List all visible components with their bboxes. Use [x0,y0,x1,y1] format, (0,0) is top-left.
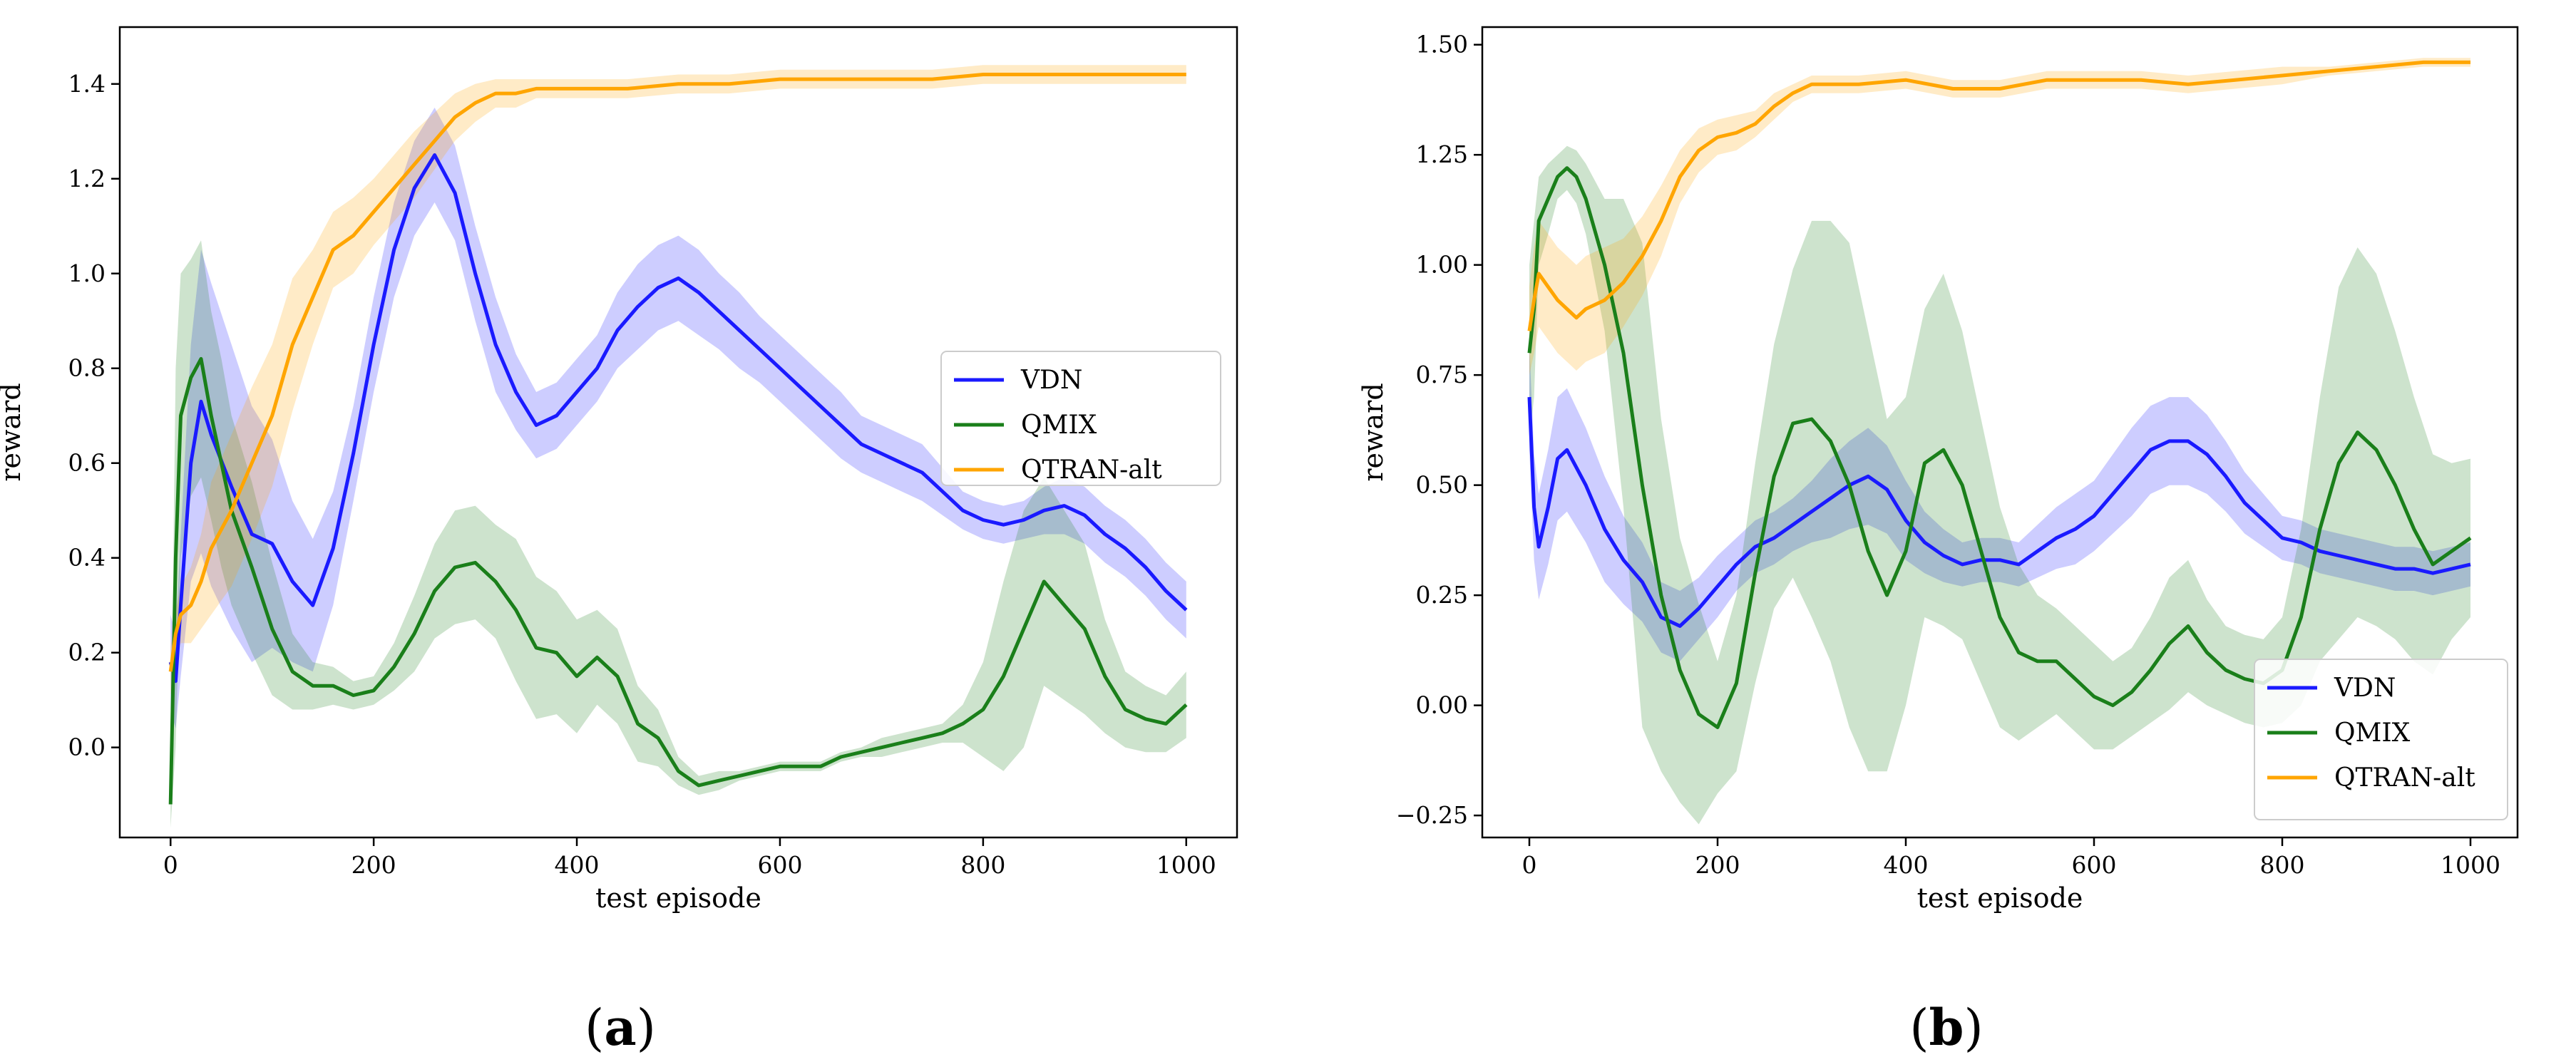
chart-a-ytick-label: 1.0 [68,259,106,287]
chart-a-ytick-label: 0.4 [68,544,106,572]
chart-a-xtick-label: 600 [757,851,802,879]
chart-a-ytick-label: 1.2 [68,165,106,192]
chart-a-xtick-label: 400 [555,851,600,879]
caption-b-open: ( [1909,999,1929,1057]
chart-b-xtick-label: 400 [1884,851,1929,879]
chart-b-xtick-label: 1000 [2441,851,2500,879]
chart-b-line-vdn [1527,396,2471,628]
chart-a-xtick-label: 800 [960,851,1005,879]
chart-b-ytick-label: 1.00 [1416,251,1468,279]
chart-b-xtick-label: 800 [2260,851,2305,879]
chart-b-ytick-label: 1.25 [1416,140,1468,168]
chart-b-line-qtran-alt [1527,60,2470,331]
chart-a-frame [118,26,1238,839]
chart-a-ytick-label: 0.6 [68,449,106,477]
chart-a-xtick-label: 0 [163,851,178,879]
chart-a-line-qmix [168,356,1188,805]
caption-b: (b) [1909,998,1984,1057]
chart-b-xtick-label: 600 [2072,851,2117,879]
chart-panel-b: 0 200 400 600 800 1000 −0.25 0.00 0.25 0.50 0.75 1.… [1358,0,2576,994]
chart-a-legend: VDN QMIX QTRAN-alt [940,351,1221,486]
chart-b-line-qmix [1527,166,2472,729]
chart-a-line-qtran-alt [168,73,1186,672]
chart-a-ytick-label: 1.4 [68,70,106,98]
chart-a: 0 200 400 600 800 1000 0.0 0.2 0.4 0.6 0.8 1.0 1.2 1.… [0,26,1238,914]
chart-b-xtick-label: 200 [1695,851,1740,879]
caption-a-close: ) [636,999,656,1057]
chart-b-ytick-label: 1.50 [1416,31,1468,58]
chart-b-band-qtran-alt [1529,58,2470,376]
chart-b-xtick-label: 0 [1522,851,1537,879]
chart-a-legend-label-qmix: QMIX [1021,411,1097,440]
chart-b-ytick-label: 0.75 [1416,361,1468,388]
chart-a-ytick-label: 0.8 [68,354,106,382]
caption-a-open: ( [585,999,605,1057]
chart-a-legend-box [940,351,1221,486]
chart-a-xtick-label: 1000 [1156,851,1216,879]
caption-a-letter: a [604,998,637,1057]
chart-a-legend-label-vdn: VDN [1020,366,1082,395]
chart-a-xtick-label: 200 [351,851,396,879]
caption-a: (a) [585,998,656,1057]
chart-panel-a: 0 200 400 600 800 1000 0.0 0.2 0.4 0.6 0.8 1.0 1.2 1.… [0,0,1283,994]
chart-b-ytick-label: −0.25 [1396,801,1468,829]
chart-b-ytick-label: 0.50 [1416,471,1468,499]
chart-a-legend-label-qtran-alt: QTRAN-alt [1021,455,1162,485]
chart-b-legend: VDN QMIX QTRAN-alt [2254,659,2508,820]
chart-a-line-vdn [168,153,1188,684]
chart-b: 0 200 400 600 800 1000 −0.25 0.00 0.25 0.50 0.75 1.… [1358,26,2519,914]
chart-b-ytick-label: 0.25 [1416,581,1468,609]
chart-b-legend-label-vdn: VDN [2334,674,2396,703]
caption-b-letter: b [1929,998,1964,1057]
chart-b-legend-box [2254,659,2508,820]
chart-b-xlabel: test episode [1917,882,2083,914]
chart-a-ytick-label: 0.2 [68,639,106,666]
chart-b-legend-label-qtran-alt: QTRAN-alt [2334,763,2475,793]
caption-b-close: ) [1964,999,1984,1057]
chart-b-ytick-label: 0.00 [1416,691,1468,719]
chart-b-frame [1481,26,2519,839]
chart-a-xlabel: test episode [595,882,761,914]
chart-a-ylabel: reward [0,383,26,481]
chart-b-legend-label-qmix: QMIX [2334,718,2411,748]
chart-b-ylabel: reward [1359,383,1389,481]
chart-b-band-qmix [1529,145,2470,825]
chart-a-ytick-label: 0.0 [68,733,106,761]
